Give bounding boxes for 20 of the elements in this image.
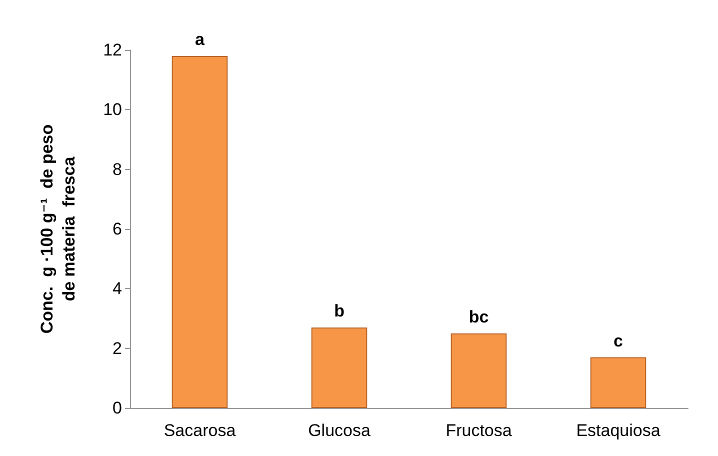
annotation: bc — [468, 307, 489, 326]
x-tick-label: Glucosa — [308, 421, 371, 440]
annotation: b — [334, 301, 344, 320]
bar — [450, 333, 507, 408]
y-tick-label: 2 — [112, 338, 122, 358]
bar — [590, 357, 646, 408]
y-tick-label: 10 — [103, 100, 122, 120]
y-tick-label: 8 — [112, 160, 122, 179]
x-tick-label: Sacarosa — [164, 421, 236, 440]
y-axis-title: Conc. g ·100 g⁻¹ de peso de materia fresca — [38, 124, 78, 334]
y-tick-label: 4 — [112, 279, 122, 298]
bar — [172, 56, 228, 408]
bar — [311, 327, 368, 408]
y-tick-label: 12 — [103, 40, 122, 60]
y-tick-label: 6 — [112, 220, 122, 238]
annotation: a — [195, 30, 206, 49]
y-tick-label: 0 — [112, 398, 122, 418]
x-tick-label: Fructosa — [446, 421, 512, 440]
annotation: c — [614, 331, 623, 350]
x-tick-label: Estaquiosa — [576, 421, 661, 440]
